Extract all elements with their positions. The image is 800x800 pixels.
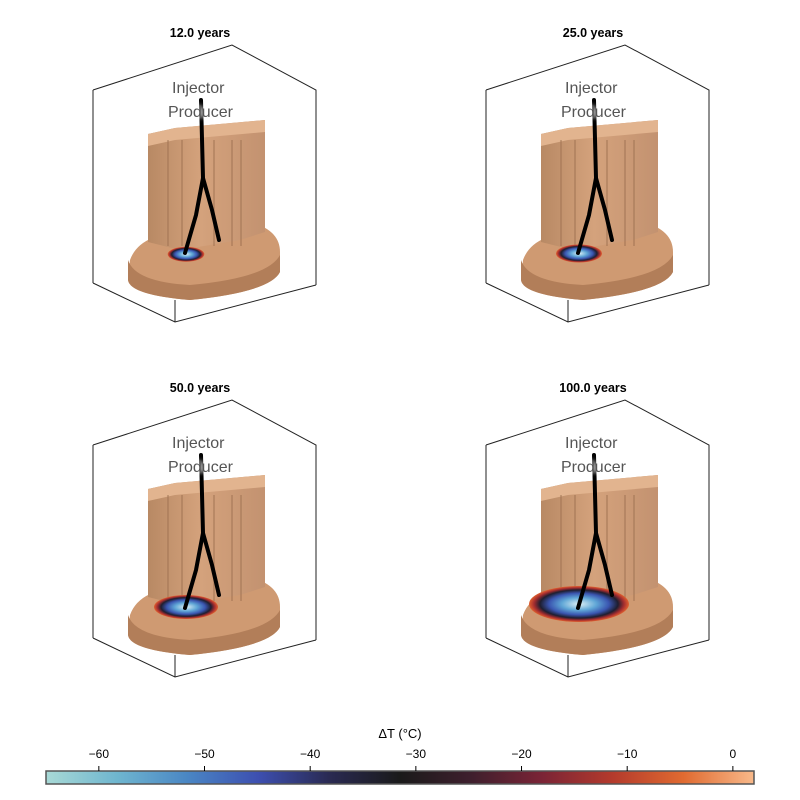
bounding-box-back [485, 399, 710, 640]
reservoir-3d-view [485, 399, 710, 678]
panel-100-years: 100.0 years Injector Producer [393, 355, 793, 710]
colorbar-title: ΔT (°C) [378, 726, 422, 741]
reservoir-3d-view [92, 399, 317, 678]
colorbar-gradient [45, 770, 755, 785]
panel-title: 50.0 years [169, 381, 231, 395]
injector-well [576, 453, 599, 610]
colorbar-tick-label: −20 [511, 747, 532, 761]
panel-25-years: 25.0 years Injector Producer [393, 0, 793, 355]
reservoir-base-side [521, 255, 673, 300]
colorbar-tick-label: −60 [88, 747, 110, 761]
producer-well [594, 176, 614, 242]
reservoir-block-top [148, 120, 265, 146]
reservoir-3d-view [485, 44, 710, 323]
colorbar-tick-label: −40 [299, 747, 321, 761]
panel-12-years: 12.0 years Injector Producer [0, 0, 400, 355]
panel-title: 100.0 years [559, 381, 627, 395]
colorbar-tick-label: 0 [729, 747, 737, 761]
injector-label: Injector [172, 80, 225, 97]
producer-well [201, 531, 221, 597]
injector-label: Injector [172, 435, 225, 452]
reservoir-3d-view [92, 44, 317, 323]
panel-title: 12.0 years [169, 26, 231, 40]
producer-label: Producer [168, 459, 233, 476]
reservoir-block-top [541, 120, 658, 146]
producer-label: Producer [561, 459, 626, 476]
injector-well [576, 98, 599, 255]
producer-label: Producer [168, 104, 233, 121]
producer-label: Producer [561, 104, 626, 121]
reservoir-block-top [148, 475, 265, 501]
reservoir-base-side [128, 610, 280, 655]
bounding-box-back [92, 399, 317, 640]
bounding-box-back [485, 44, 710, 285]
bounding-box-back [92, 44, 317, 285]
injector-well [183, 453, 206, 610]
injector-well [183, 98, 206, 255]
reservoir-block-top [541, 475, 658, 501]
reservoir-base-side [521, 610, 673, 655]
producer-well [594, 531, 614, 597]
reservoir-base-side [128, 255, 280, 300]
colorbar-tick-label: −10 [617, 747, 638, 761]
colorbar-tick-label: −50 [194, 747, 215, 761]
panel-title: 25.0 years [562, 26, 624, 40]
injector-label: Injector [565, 80, 618, 97]
colorbar-tick-label: −30 [405, 747, 427, 761]
panel-50-years: 50.0 years Injector Producer [0, 355, 400, 710]
injector-label: Injector [565, 435, 618, 452]
producer-well [201, 176, 221, 242]
